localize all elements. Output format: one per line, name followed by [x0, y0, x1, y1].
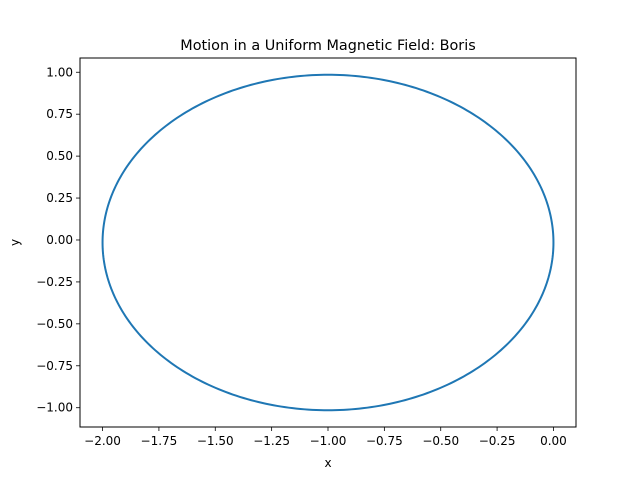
axis-ticks: −2.00 −1.75 −1.50 −1.25 −1.00 −0.75 −0.50 −0.25…	[36, 65, 567, 448]
y-tick-label: −0.50	[36, 317, 73, 331]
x-tick-label: −1.00	[310, 434, 347, 448]
y-tick-label: 0.50	[46, 149, 73, 163]
y-axis-label: y	[8, 239, 22, 246]
chart-title: Motion in a Uniform Magnetic Field: Bori…	[180, 38, 475, 54]
x-tick-label: −2.00	[84, 434, 121, 448]
y-tick-label: 0.25	[46, 191, 73, 205]
y-tick-label: 1.00	[46, 65, 73, 79]
x-tick-label: 0.00	[540, 434, 567, 448]
y-tick-label: −0.25	[36, 275, 73, 289]
y-tick-label: 0.00	[46, 233, 73, 247]
y-tick-label: 0.75	[46, 107, 73, 121]
plot-area	[101, 73, 555, 412]
axes-frame	[79, 57, 577, 428]
x-axis-label: x	[324, 456, 331, 470]
y-tick-label: −1.00	[36, 401, 73, 415]
y-tick-label: −0.75	[36, 359, 73, 373]
x-tick-label: −0.50	[422, 434, 459, 448]
x-tick-label: −0.25	[479, 434, 516, 448]
x-tick-label: −1.50	[197, 434, 234, 448]
x-tick-label: −0.75	[366, 434, 403, 448]
trajectory-line-0	[101, 73, 555, 412]
x-tick-label: −1.75	[141, 434, 178, 448]
x-tick-label: −1.25	[253, 434, 290, 448]
